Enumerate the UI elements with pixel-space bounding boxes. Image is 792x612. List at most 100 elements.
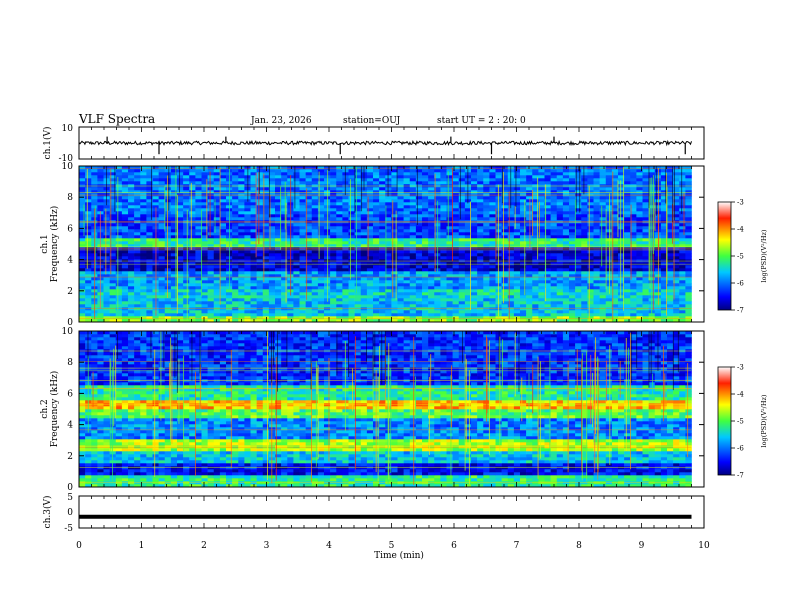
spectrogram-cell — [544, 310, 551, 314]
spectrogram-cell — [385, 280, 392, 284]
spectrogram-cell — [140, 178, 147, 182]
spectrogram-cell — [121, 265, 129, 269]
spectrogram-cell — [134, 226, 141, 230]
spectrogram-cell — [281, 244, 288, 248]
spectrogram-cell — [446, 217, 453, 221]
spectrogram-cell — [599, 259, 607, 263]
spectrogram-cell — [489, 286, 496, 290]
spectrogram-cell — [630, 310, 637, 314]
spectrogram-cell — [624, 313, 631, 317]
spectrogram-cell — [507, 301, 515, 305]
spectrogram-cell — [97, 208, 104, 212]
spectrogram-cell — [342, 295, 349, 299]
spectrogram-cell — [581, 211, 588, 215]
spectrogram-cell — [201, 286, 208, 290]
spectrogram-cell — [360, 310, 368, 314]
spectrogram-cell — [213, 214, 221, 218]
spectrogram-cell — [238, 292, 245, 296]
spectrogram-cell — [244, 292, 251, 296]
spectrogram-cell — [599, 274, 607, 278]
spectrogram-cell — [605, 301, 613, 305]
spectrogram-cell — [360, 301, 368, 305]
spectrogram-cell — [164, 250, 172, 254]
spectrogram-cell — [660, 199, 668, 203]
spectrogram-cell — [183, 238, 190, 242]
spectrogram-cell — [336, 319, 343, 323]
spectrogram-cell — [575, 292, 582, 296]
spectrogram-cell — [360, 226, 368, 230]
spectrogram-cell — [544, 172, 551, 176]
spectrogram-cell — [489, 310, 496, 314]
spectrogram-cell — [121, 250, 129, 254]
spectrogram-cell — [538, 196, 545, 200]
spectrogram-cell — [232, 202, 239, 206]
spectrogram-cell — [581, 283, 588, 287]
spectrogram-cell — [146, 199, 153, 203]
spectrogram-cell — [158, 277, 166, 281]
spectrogram-cell — [103, 259, 110, 263]
spectrogram-cell — [483, 289, 490, 293]
spectrogram-cell — [538, 238, 545, 242]
spectrogram-cell — [348, 241, 355, 245]
spectrogram-cell — [275, 187, 282, 191]
spectrogram-cell — [299, 250, 306, 254]
spectrogram-cell — [464, 310, 472, 314]
spectrogram-cell — [219, 193, 227, 197]
spectrogram-cell — [336, 250, 343, 254]
spectrogram-cell — [550, 244, 558, 248]
spectrogram-cell — [391, 304, 398, 308]
spectrogram-cell — [532, 181, 539, 185]
spectrogram-cell — [575, 235, 582, 239]
spectrogram-cell — [360, 223, 368, 227]
spectrogram-cell — [409, 280, 417, 284]
spectrogram-cell — [654, 268, 662, 272]
spectrogram-cell — [317, 256, 325, 260]
spectrogram-cell — [464, 301, 472, 305]
spectrogram-cell — [287, 298, 294, 302]
spectrogram-cell — [538, 175, 545, 179]
spectrogram-cell — [79, 259, 86, 263]
spectrogram-cell — [630, 316, 637, 320]
spectrogram-cell — [115, 241, 123, 245]
spectrogram-cell — [134, 283, 141, 287]
spectrogram-cell — [177, 172, 184, 176]
spectrogram-cell — [219, 199, 227, 203]
spectrogram-cell — [397, 178, 404, 182]
spectrogram-cell — [336, 274, 343, 278]
spectrogram-cell — [660, 235, 668, 239]
spectrogram-cell — [366, 274, 374, 278]
spectrogram-cell — [360, 262, 368, 266]
spectrogram-cell — [134, 262, 141, 266]
spectrogram-cell — [134, 190, 141, 194]
spectrogram-cell — [268, 190, 276, 194]
spectrogram-cell — [440, 196, 447, 200]
spectrogram-cell — [624, 283, 631, 287]
spectrogram-cell — [569, 217, 576, 221]
spectrogram-cell — [501, 262, 509, 266]
spectrogram-cell — [305, 193, 313, 197]
spectrogram-cell — [575, 280, 582, 284]
spectrogram-cell — [556, 217, 564, 221]
spectrogram-cell — [170, 199, 178, 203]
spectrogram-cell — [526, 211, 533, 215]
spectrogram-cell — [685, 208, 692, 212]
spectrogram-cell — [440, 181, 447, 185]
spectrogram-cell — [146, 214, 153, 218]
spectrogram-cell — [587, 223, 594, 227]
spectrogram-cell — [581, 193, 588, 197]
spectrogram-cell — [311, 193, 319, 197]
spectrogram-cell — [667, 298, 674, 302]
spectrogram-cell — [556, 205, 564, 209]
spectrogram-cell — [581, 277, 588, 281]
spectrogram-cell — [385, 229, 392, 233]
spectrogram-cell — [91, 172, 98, 176]
spectrogram-cell — [170, 310, 178, 314]
spectrogram-cell — [281, 202, 288, 206]
spectrogram-cell — [575, 250, 582, 254]
spectrogram-cell — [128, 259, 135, 263]
spectrogram-cell — [624, 223, 631, 227]
spectrogram-cell — [501, 253, 509, 257]
spectrogram-cell — [207, 286, 215, 290]
spectrogram-cell — [440, 217, 447, 221]
spectrogram-cell — [330, 193, 337, 197]
